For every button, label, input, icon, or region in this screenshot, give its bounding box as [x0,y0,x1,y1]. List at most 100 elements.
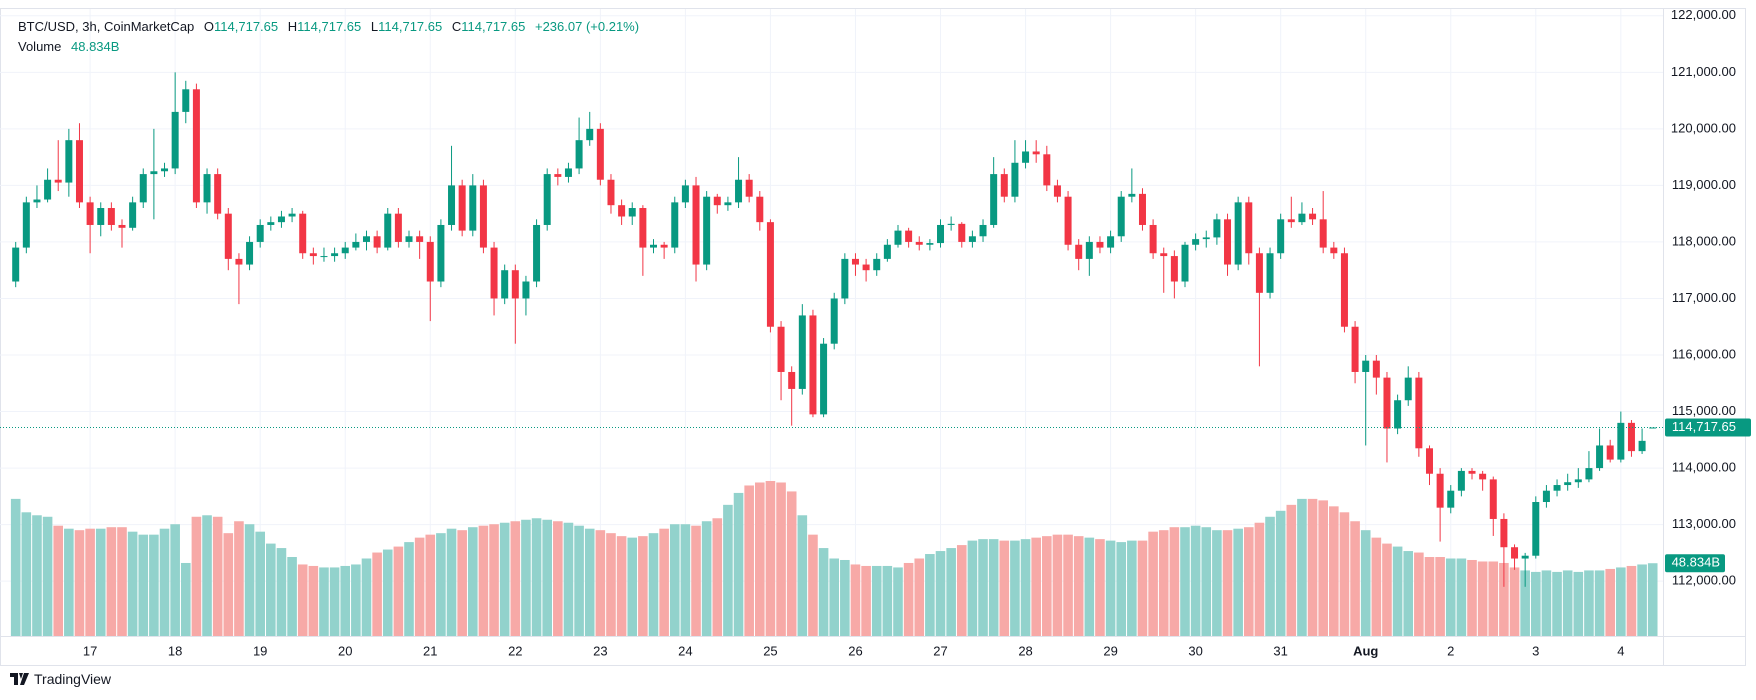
candle-body [1394,400,1402,429]
legend-row: BTC/USD, 3h, CoinMarketCap O114,717.65 H… [18,17,639,37]
symbol[interactable]: BTC/USD, 3h, CoinMarketCap [18,19,195,34]
candle-body [1255,253,1263,293]
candle-body [1500,518,1508,548]
volume-bar [361,558,372,636]
volume-bar [1169,527,1180,636]
volume-bar [1392,546,1403,636]
candle-body [1000,174,1008,197]
volume-bar [1435,557,1445,636]
candle-body [1192,239,1200,245]
volume-bar [191,516,202,636]
candle-body [1224,219,1232,265]
candle-body [150,171,158,175]
candle-body [1160,253,1168,257]
volume-bar [1158,530,1169,636]
volume-bar [53,525,64,636]
volume-bar [10,498,21,636]
candle-body [224,213,232,259]
volume-bar [1127,540,1137,636]
candle-body [979,224,987,237]
candle-body [341,247,349,254]
candle-body [192,89,200,203]
volume-bar [1116,542,1127,636]
volume-bar [967,540,978,636]
candle-body [246,241,254,265]
candle-body [277,216,285,223]
x-tick-label: 31 [1273,643,1287,658]
candle-body [968,236,976,242]
candle-body [1011,162,1019,197]
volume-bar [1637,564,1647,636]
volume-bar [531,518,542,636]
volume-bar [733,492,744,636]
volume-bar [893,567,903,636]
candle-body [575,140,583,169]
volume-bar [276,548,287,636]
volume-bar [521,519,531,636]
candle-body [44,179,52,200]
ohlc-value: 114,717.65 [297,19,362,34]
volume-bar [1382,543,1392,636]
volume-bar [882,565,893,636]
volume-bar [563,522,574,636]
candle-body [862,264,870,271]
volume-bar [138,534,149,636]
volume-bar [648,533,659,636]
candle-body [1277,219,1285,254]
candle-body [1489,479,1497,519]
candle-body [86,202,94,225]
volume-bar [319,567,329,636]
volume-bar [829,558,840,636]
volume-tag [1665,554,1725,573]
volume-bar [1562,570,1573,636]
volume-bar [574,525,584,636]
candle-body [650,244,657,248]
candle-body [660,244,668,248]
volume-bar [1275,510,1286,636]
y-tick-label: 114,000.00 [1672,460,1736,475]
volume-bar [1052,534,1063,636]
volume-bar [701,521,712,636]
footer[interactable]: TradingView [10,671,111,687]
volume-bar [489,524,499,636]
candle-body [203,174,211,203]
candle-body [1404,377,1412,401]
candle-body [362,236,370,242]
candle-body [33,199,41,203]
candle-body [75,140,83,203]
candle-body [1149,224,1157,254]
candle-body [1202,237,1210,240]
candle-body [1298,213,1306,223]
candle-body [1532,502,1540,556]
volume-value: 48.834B [71,39,120,54]
candle-body [554,174,562,177]
legend: BTC/USD, 3h, CoinMarketCap O114,717.65 H… [18,17,639,57]
volume-bar [1594,570,1605,636]
candles [12,72,1657,587]
candle-body [1436,473,1444,508]
volume-bar [755,482,765,636]
x-tick-label: 29 [1103,643,1117,658]
volume-bar [74,530,85,636]
volume-bar [616,536,627,636]
volume-bar [1148,531,1158,636]
candle-body [1096,241,1104,248]
candle-body [905,230,913,242]
volume-bar [978,539,988,636]
volume-bar [776,482,786,636]
volume-bar [818,548,829,636]
volume-title[interactable]: Volume [18,39,62,54]
volume-bar [106,527,117,636]
volume-bar [946,548,956,636]
volume-bar [436,533,446,636]
candle-body [745,179,753,197]
volume-bar [903,562,914,636]
candle-body [107,208,115,225]
candle-body [1596,445,1604,469]
volume-bar [1073,536,1084,636]
volume-bar [64,528,74,636]
volume-bar [1329,506,1339,636]
candle-body [214,174,222,214]
volume-bar [1031,537,1041,636]
candle-body [469,185,477,231]
